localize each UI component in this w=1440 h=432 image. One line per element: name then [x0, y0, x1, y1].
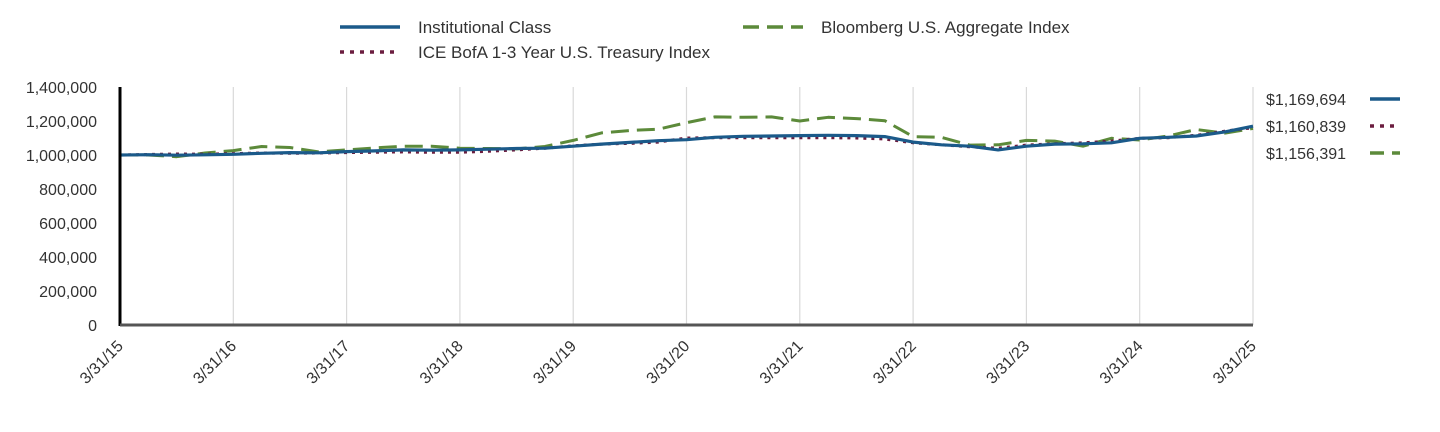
legend-item: Institutional Class — [340, 18, 551, 37]
x-axis-tick-labels: 3/31/15 3/31/16 3/31/17 3/31/18 3/31/19 3/31/… — [77, 338, 1260, 388]
legend-label: ICE BofA 1-3 Year U.S. Treasury Index — [418, 43, 710, 62]
end-value-label: $1,156,391 — [1266, 146, 1346, 163]
end-label: $1,160,839 — [1266, 119, 1400, 136]
legend-item: Bloomberg U.S. Aggregate Index — [743, 18, 1070, 37]
legend-label: Bloomberg U.S. Aggregate Index — [821, 18, 1070, 37]
y-tick-label: 200,000 — [39, 284, 97, 301]
end-value-label: $1,160,839 — [1266, 119, 1346, 136]
series-line-institutional-class — [119, 124, 1254, 157]
end-value-label: $1,169,694 — [1266, 92, 1346, 109]
x-tick-label: 3/31/19 — [530, 338, 580, 388]
legend-item: ICE BofA 1-3 Year U.S. Treasury Index — [340, 43, 710, 62]
y-tick-label: 0 — [88, 318, 97, 335]
series-lines — [119, 115, 1254, 159]
x-tick-label: 3/31/16 — [190, 338, 240, 388]
x-tick-label: 3/31/17 — [304, 338, 354, 388]
axes — [118, 87, 1253, 327]
end-label: $1,156,391 — [1266, 146, 1400, 163]
y-tick-label: 400,000 — [39, 250, 97, 267]
y-tick-label: 600,000 — [39, 216, 97, 233]
y-tick-label: 1,200,000 — [26, 114, 97, 131]
x-tick-label: 3/31/15 — [77, 338, 127, 388]
x-tick-label: 3/31/21 — [757, 338, 807, 388]
vertical-gridlines — [232, 87, 1254, 325]
legend: Institutional Class Bloomberg U.S. Aggreg… — [340, 18, 1070, 62]
x-tick-label: 3/31/25 — [1210, 338, 1260, 388]
end-value-labels: $1,169,694 $1,160,839 $1,156,391 — [1266, 92, 1400, 163]
x-tick-label: 3/31/18 — [417, 338, 467, 388]
x-tick-label: 3/31/20 — [644, 338, 694, 388]
y-tick-label: 1,000,000 — [26, 148, 97, 165]
x-tick-label: 3/31/22 — [870, 338, 920, 388]
legend-label: Institutional Class — [418, 18, 551, 37]
series-line-aggregate-index — [120, 115, 1254, 159]
y-tick-label: 800,000 — [39, 182, 97, 199]
y-axis-tick-labels: 0 200,000 400,000 600,000 800,000 1,000,000 1,… — [26, 80, 97, 335]
end-label: $1,169,694 — [1266, 92, 1400, 109]
x-tick-label: 3/31/23 — [983, 338, 1033, 388]
y-tick-label: 1,400,000 — [26, 80, 97, 97]
x-tick-label: 3/31/24 — [1097, 338, 1147, 388]
